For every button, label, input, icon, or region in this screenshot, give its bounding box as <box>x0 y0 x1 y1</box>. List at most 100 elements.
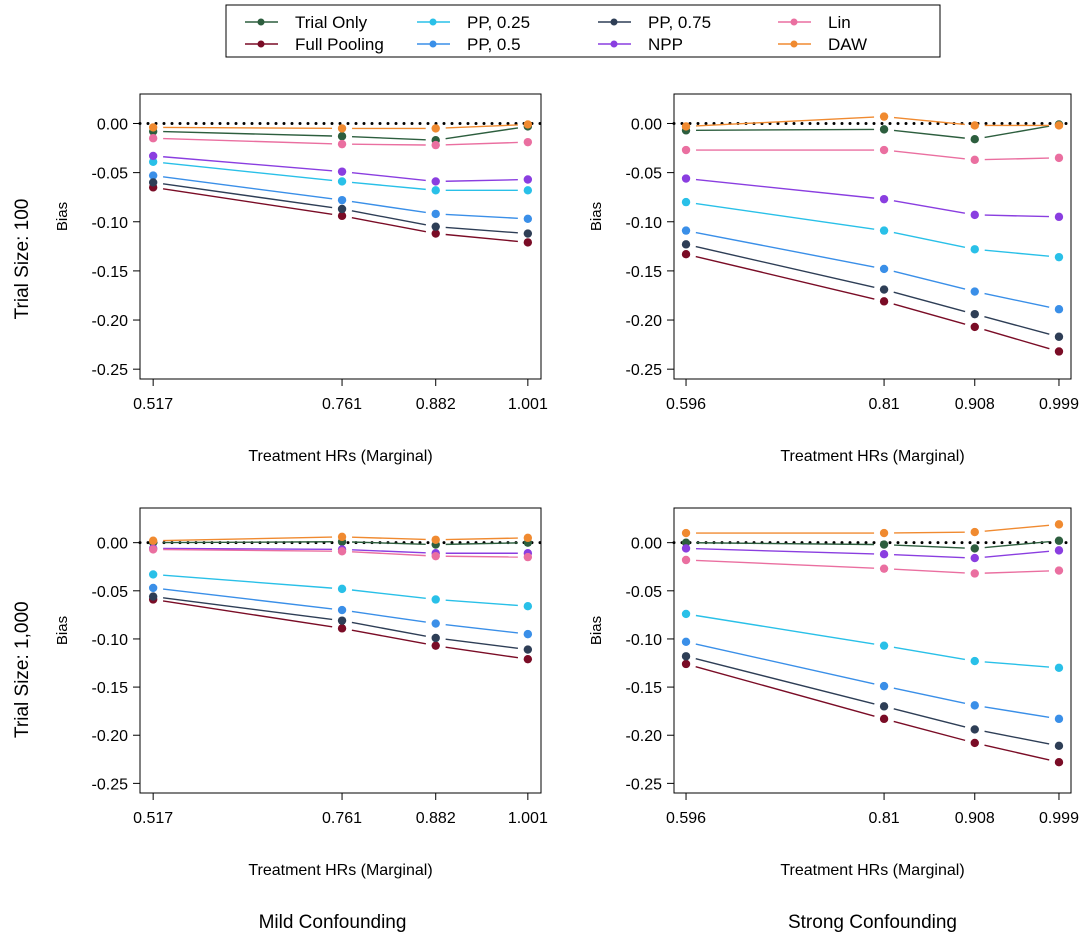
data-point <box>681 174 691 183</box>
series-line-segment <box>445 555 518 558</box>
series-line-segment <box>984 706 1050 718</box>
legend-label: PP, 0.25 <box>467 13 530 32</box>
data-point <box>431 222 440 231</box>
legend: Trial Only Full Pooling PP, 0.25 PP, 0.5 PP,… <box>225 4 941 58</box>
series-line-segment <box>163 547 333 551</box>
series-line-segment <box>163 541 333 544</box>
data-point <box>337 195 347 205</box>
legend-label: Full Pooling <box>295 35 384 54</box>
data-point <box>681 528 691 538</box>
data-point <box>337 532 347 542</box>
series-full-pooling <box>148 595 533 664</box>
data-point <box>337 547 347 556</box>
data-point <box>523 654 533 664</box>
data-point <box>337 167 347 176</box>
data-point <box>879 145 889 155</box>
x-tick-label: 1.001 <box>508 810 548 827</box>
data-point <box>879 702 889 711</box>
data-point <box>970 155 979 165</box>
y-tick-label: 0.00 <box>97 536 128 553</box>
y-tick-label: -0.25 <box>626 776 663 793</box>
data-point <box>879 226 889 235</box>
series-line-segment <box>351 589 426 600</box>
series-line-segment <box>163 130 333 137</box>
series-line-segment <box>445 124 518 129</box>
legend-marker <box>610 40 618 48</box>
x-tick-label: 0.882 <box>416 396 456 413</box>
series-pp-0-25 <box>148 570 533 611</box>
series-line-segment <box>695 559 875 569</box>
series-line-segment <box>445 179 518 182</box>
x-tick-label: 0.81 <box>868 810 899 827</box>
series-line-segment <box>162 176 333 200</box>
data-point <box>431 551 440 561</box>
x-tick-label: 0.761 <box>322 810 362 827</box>
data-point <box>681 240 691 249</box>
series-line-segment <box>984 570 1049 574</box>
data-point <box>681 145 691 155</box>
series-line-segment <box>894 553 965 559</box>
data-point <box>431 619 440 628</box>
legend-item-full-pooling: Full Pooling <box>245 35 384 54</box>
x-tick-label: 0.999 <box>1039 810 1079 827</box>
series-line-segment <box>695 178 875 199</box>
series-line-segment <box>984 329 1050 350</box>
series-line-segment <box>894 568 965 574</box>
series-line-segment <box>984 125 1050 139</box>
series-line-segment <box>162 600 333 628</box>
y-tick-label: -0.15 <box>92 680 129 697</box>
y-tick-label: -0.15 <box>626 680 663 697</box>
series-line-segment <box>163 162 333 182</box>
series-npp <box>681 544 1064 563</box>
data-point <box>523 552 533 562</box>
series-daw <box>681 520 1064 538</box>
data-point <box>970 135 979 144</box>
data-point <box>681 226 691 235</box>
data-point <box>523 186 533 195</box>
data-point <box>879 540 889 549</box>
series-line-segment <box>162 597 333 621</box>
series-line-segment <box>163 536 333 542</box>
data-point <box>879 297 889 306</box>
data-point <box>148 178 158 187</box>
series-line-segment <box>893 116 965 126</box>
legend-item-lin: Lin <box>778 13 851 32</box>
y-tick-label: -0.25 <box>626 362 663 379</box>
series-line-segment <box>352 536 426 541</box>
series-pp-0-75 <box>148 178 533 238</box>
data-point <box>1054 546 1064 555</box>
series-line-segment <box>445 542 518 546</box>
x-axis-label: Treatment HRs (Marginal) <box>780 448 964 465</box>
data-point <box>431 229 440 238</box>
legend-item-pp-0-75: PP, 0.75 <box>598 13 711 32</box>
x-axis-label: Treatment HRs (Marginal) <box>248 862 432 879</box>
series-line-segment <box>695 614 875 645</box>
data-point <box>431 177 440 186</box>
series-line-segment <box>695 245 875 289</box>
y-axis-label: Bias <box>54 616 71 645</box>
series-line-segment <box>695 643 875 685</box>
series-line-segment <box>893 291 966 313</box>
legend-item-pp-0-5: PP, 0.5 <box>417 35 521 54</box>
legend-marker <box>257 40 265 48</box>
series-line-segment <box>984 744 1050 761</box>
series-line-segment <box>893 303 966 325</box>
data-point <box>148 570 158 579</box>
series-line-segment <box>445 599 518 607</box>
series-line-segment <box>162 183 333 209</box>
data-point <box>879 714 889 724</box>
series-line-segment <box>351 629 427 645</box>
data-point <box>970 738 979 748</box>
data-point <box>148 583 158 593</box>
y-tick-label: -0.10 <box>92 632 129 649</box>
data-point <box>523 214 533 224</box>
data-point <box>523 629 533 639</box>
data-point <box>523 602 533 611</box>
y-tick-label: -0.25 <box>92 362 129 379</box>
series-line-segment <box>351 217 427 233</box>
data-point <box>1054 347 1064 356</box>
data-point <box>970 544 979 553</box>
data-point <box>970 322 979 332</box>
data-point <box>1054 663 1064 673</box>
